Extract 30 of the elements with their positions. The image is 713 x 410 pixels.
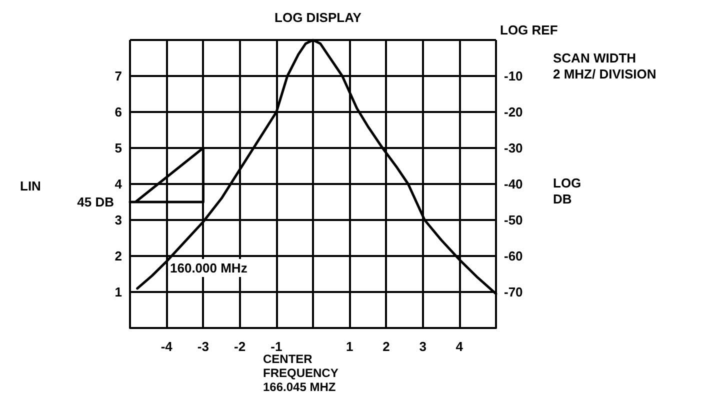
y-tick-label: 1: [114, 284, 122, 300]
y2-axis-title: LOG DB: [553, 176, 582, 207]
y-tick-label: 5: [114, 140, 122, 156]
y-tick-label: 6: [114, 104, 122, 120]
y2-tick-label: -50: [504, 212, 523, 228]
y-tick-label: 2: [114, 248, 122, 264]
x-tick-label: 2: [382, 339, 390, 354]
y2-tick-label: -70: [504, 284, 523, 300]
y2-tick-label: -60: [504, 248, 523, 264]
x-tick-label: -4: [160, 339, 174, 354]
x-axis-title: CENTER FREQUENCY 166.045 MHZ: [263, 352, 338, 394]
chart-title: LOG DISPLAY: [274, 10, 362, 25]
x-tick-label: -3: [197, 339, 209, 354]
text: LIN: [20, 178, 41, 194]
annotation: 45 DB: [77, 194, 114, 210]
y2-tick-label: -20: [504, 104, 523, 120]
y-tick-label: 7: [114, 68, 122, 84]
x-tick-label: 4: [456, 339, 464, 354]
y2-tick-label: -30: [504, 140, 523, 156]
y2-tick-label: -40: [504, 176, 523, 192]
x-tick-label: 3: [419, 339, 426, 354]
annotation: 160.000 MHz: [170, 260, 248, 276]
x-tick-label: 1: [346, 339, 354, 354]
text: LOG REF: [500, 22, 558, 38]
x-tick-label: -2: [234, 339, 246, 354]
y-tick-label: 4: [114, 176, 123, 192]
x-tick-label: -1: [270, 339, 282, 354]
y-tick-label: 3: [114, 212, 122, 228]
text: SCAN WIDTH 2 MHZ/ DIVISION: [553, 50, 656, 82]
y2-tick-label: -10: [504, 68, 523, 84]
